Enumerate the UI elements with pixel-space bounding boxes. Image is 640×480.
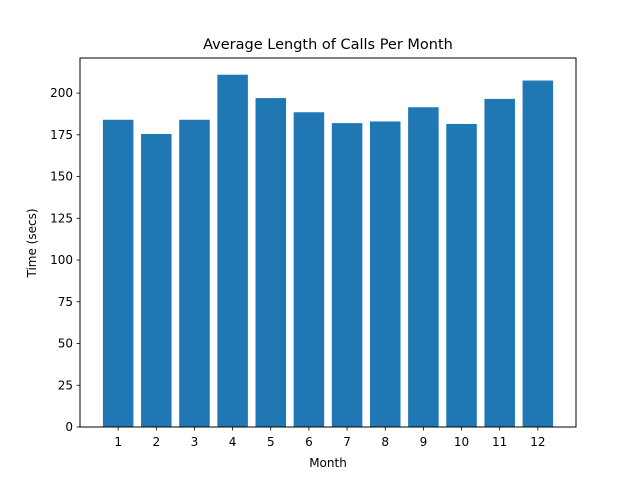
- bar-month-3: [179, 119, 210, 427]
- y-tick-label: 0: [65, 420, 73, 434]
- bar-month-5: [255, 98, 287, 428]
- y-axis: 0 25 50 75 100 125 150 175 200: [50, 86, 80, 434]
- x-tick-label: 12: [530, 435, 545, 449]
- bar-month-11: [484, 98, 515, 428]
- bar-month-8: [369, 121, 401, 427]
- y-tick-label: 125: [50, 211, 73, 225]
- bar-month-10: [446, 123, 477, 428]
- x-tick-label: 4: [229, 435, 237, 449]
- y-tick-label: 50: [58, 337, 73, 351]
- y-tick-label: 150: [50, 170, 73, 184]
- x-axis: 1 2 3 4 5 6 7 8 9 10 11 12: [114, 427, 545, 449]
- x-axis-label: Month: [309, 456, 347, 470]
- y-tick-label: 75: [58, 295, 73, 309]
- x-tick-label: 9: [420, 435, 428, 449]
- bar-month-9: [408, 107, 439, 428]
- y-tick-label: 200: [50, 86, 73, 100]
- y-axis-label: Time (secs): [25, 208, 39, 278]
- bar-month-4: [217, 74, 248, 427]
- chart-title: Average Length of Calls Per Month: [203, 37, 453, 53]
- plot-frame: [79, 57, 577, 428]
- x-tick-label: 5: [267, 435, 275, 449]
- bars-group: [102, 74, 554, 428]
- x-tick-label: 2: [152, 435, 160, 449]
- bar-month-2: [141, 133, 172, 427]
- x-tick-label: 10: [454, 435, 469, 449]
- bar-month-1: [102, 119, 134, 427]
- x-tick-label: 6: [305, 435, 313, 449]
- x-tick-label: 1: [114, 435, 122, 449]
- bar-month-12: [522, 80, 554, 428]
- x-tick-label: 3: [191, 435, 199, 449]
- x-tick-label: 11: [492, 435, 507, 449]
- bar-month-7: [331, 123, 363, 427]
- bar-month-6: [293, 112, 325, 427]
- y-tick-label: 100: [50, 253, 73, 267]
- y-tick-label: 175: [50, 128, 73, 142]
- y-tick-label: 25: [58, 378, 73, 392]
- x-tick-label: 8: [381, 435, 389, 449]
- x-tick-label: 7: [343, 435, 351, 449]
